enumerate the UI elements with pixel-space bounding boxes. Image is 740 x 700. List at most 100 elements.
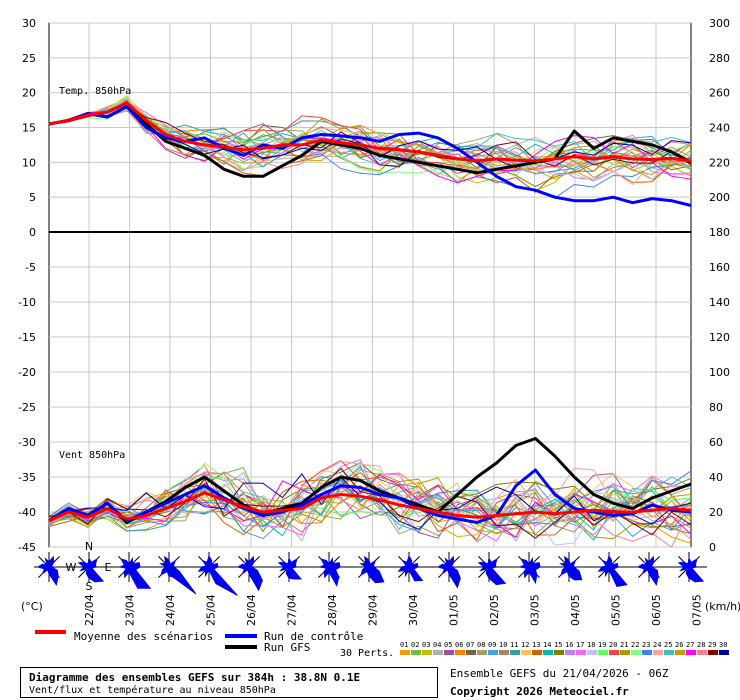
y-tick-left: -30 — [18, 436, 36, 449]
pert-number: 09 — [488, 641, 496, 649]
y-tick-left: -45 — [18, 541, 36, 554]
compass-s: S — [86, 580, 93, 593]
pert-swatch — [433, 650, 443, 655]
pert-swatch — [609, 650, 619, 655]
y-tick-right: 200 — [709, 191, 730, 204]
pert-number: 26 — [675, 641, 683, 649]
pert-swatch — [422, 650, 432, 655]
rose-fill — [277, 556, 303, 580]
pert-swatch — [587, 650, 597, 655]
temp-series-mean — [48, 101, 692, 163]
unit-left-label: (°C) — [21, 600, 43, 613]
pert-wind-line — [48, 460, 692, 527]
legend: Moyenne des scénarios Run de contrôleRun … — [35, 630, 729, 659]
pert-swatch — [697, 650, 707, 655]
y-tick-left: 0 — [29, 226, 36, 239]
temp-panel-label: Temp. 850hPa — [59, 86, 131, 97]
y-tick-left: -25 — [18, 401, 36, 414]
pert-number: 23 — [642, 641, 650, 649]
y-tick-left: -10 — [18, 296, 36, 309]
wind-rose — [674, 552, 705, 583]
rose-fill — [636, 555, 659, 586]
wind-rose — [194, 552, 238, 596]
rose-fill — [397, 554, 424, 582]
y-tick-left: 5 — [29, 191, 36, 204]
wind-rose — [594, 552, 628, 587]
x-tick-label: 28/04 — [326, 594, 339, 626]
pert-swatch — [675, 650, 685, 655]
y-tick-left: 25 — [22, 52, 36, 65]
pert-number: 19 — [598, 641, 606, 649]
copyright: Copyright 2026 Meteociel.fr — [450, 685, 629, 698]
pert-number: 04 — [433, 641, 441, 649]
wind-rose — [74, 552, 105, 583]
compass-w: W — [66, 561, 77, 574]
wind-roses: N SE W — [34, 540, 707, 596]
rose-fill — [236, 555, 263, 592]
pert-temp-line — [48, 104, 692, 167]
y-tick-right: 220 — [709, 156, 730, 169]
rose-fill — [677, 556, 705, 583]
x-tick-label: 02/05 — [488, 594, 501, 626]
rose-fill — [477, 556, 507, 586]
pert-number: 29 — [708, 641, 716, 649]
compass-n: N — [85, 540, 93, 553]
wind-rose — [474, 552, 507, 586]
wind-rose — [154, 552, 197, 595]
legend-perts-label: 30 Perts. — [340, 648, 394, 659]
pert-swatch — [642, 650, 652, 655]
pert-swatch — [565, 650, 575, 655]
wind-rose — [114, 552, 152, 589]
x-tick-label: 01/05 — [448, 594, 461, 626]
x-tick-label: 26/04 — [245, 594, 258, 626]
y-tick-left: -20 — [18, 366, 36, 379]
wind-rose — [514, 552, 544, 585]
rose-fill — [436, 555, 461, 589]
pert-number: 21 — [620, 641, 628, 649]
x-tick-label: 25/04 — [205, 594, 218, 626]
rose-fill — [77, 556, 105, 583]
y-tick-left: 15 — [22, 122, 36, 135]
pert-number: 01 — [400, 641, 408, 649]
y-tick-right: 20 — [709, 506, 723, 519]
wind-rose — [314, 552, 344, 587]
pert-number: 05 — [444, 641, 452, 649]
pert-swatch — [554, 650, 564, 655]
y-tick-right: 180 — [709, 226, 730, 239]
pert-swatch — [455, 650, 465, 655]
unit-right-label: (km/h) — [705, 600, 740, 613]
x-tick-label: 24/04 — [164, 594, 177, 626]
x-tick-label: 03/05 — [529, 594, 542, 626]
pert-swatch — [598, 650, 608, 655]
pert-swatch — [532, 650, 542, 655]
pert-number: 24 — [653, 641, 661, 649]
pert-number: 22 — [631, 641, 639, 649]
pert-number: 02 — [411, 641, 419, 649]
pert-swatch — [488, 650, 498, 655]
x-tick-label: 07/05 — [691, 594, 704, 626]
wind-rose — [34, 552, 64, 586]
pert-number: 28 — [697, 641, 705, 649]
pert-swatch — [719, 650, 729, 655]
y-tick-left: 10 — [22, 156, 36, 169]
pert-number: 17 — [576, 641, 584, 649]
pert-swatch — [521, 650, 531, 655]
pert-number: 15 — [554, 641, 562, 649]
y-tick-left: -40 — [18, 506, 36, 519]
pert-number: 06 — [455, 641, 463, 649]
pert-number: 13 — [532, 641, 540, 649]
ensemble-date: Ensemble GEFS du 21/04/2026 - 06Z — [450, 667, 669, 680]
pert-number: 30 — [719, 641, 727, 649]
pert-temp-line — [48, 99, 692, 176]
x-tick-label: 29/04 — [367, 594, 380, 626]
y-tick-left: -15 — [18, 331, 36, 344]
pert-number: 03 — [422, 641, 430, 649]
pert-number: 14 — [543, 641, 551, 649]
rose-fill — [197, 554, 238, 596]
y-tick-right: 60 — [709, 436, 723, 449]
x-tick-label: 30/04 — [407, 594, 420, 626]
pert-temp-line — [48, 101, 692, 184]
pert-swatch — [477, 650, 487, 655]
y-tick-right: 80 — [709, 401, 723, 414]
pert-temp-line — [48, 100, 692, 184]
